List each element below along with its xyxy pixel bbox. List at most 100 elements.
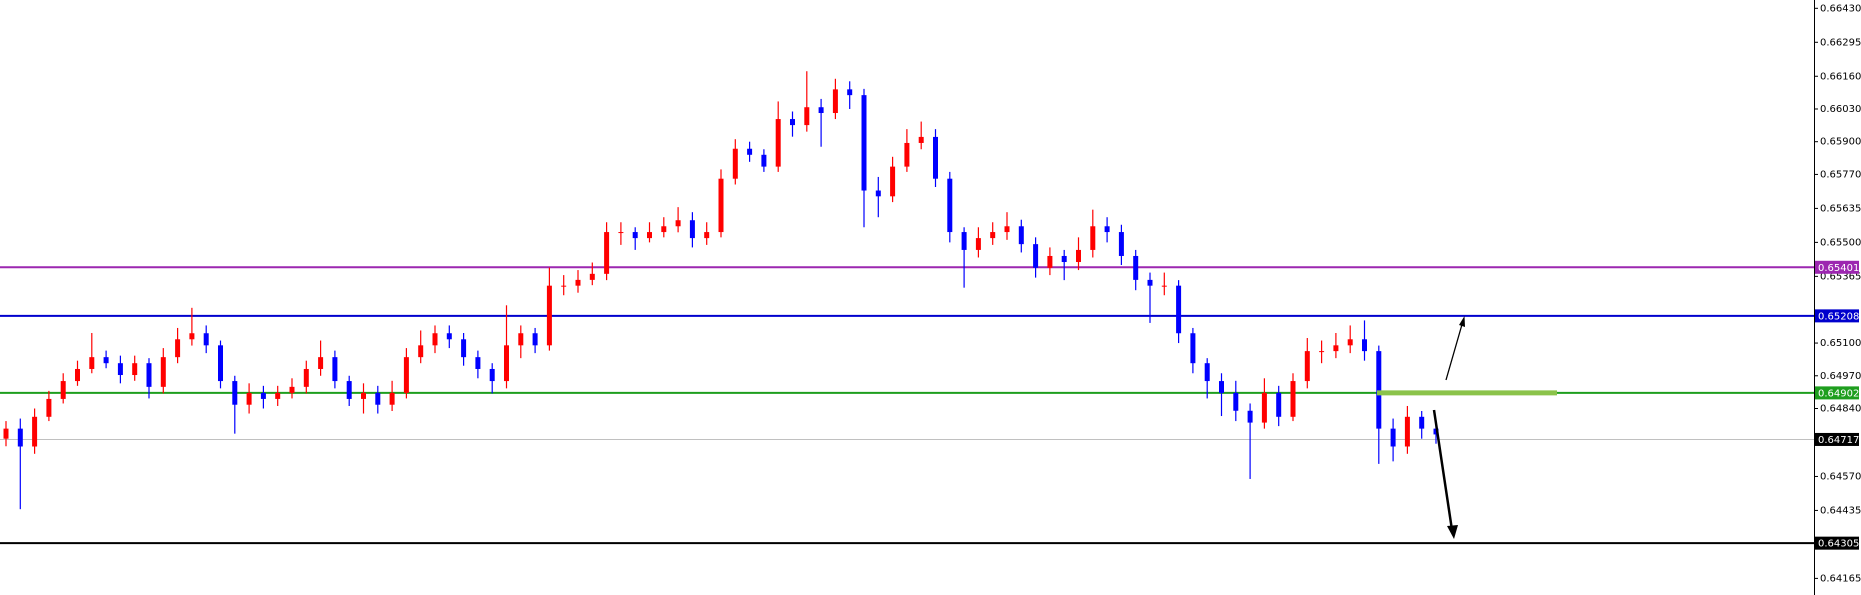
candle-body <box>689 220 695 239</box>
candle-body <box>1304 351 1310 382</box>
candle-body <box>1376 351 1382 429</box>
candle-body <box>75 368 80 382</box>
candle-body <box>1018 226 1024 245</box>
annotations <box>1377 316 1557 539</box>
candle-body <box>375 392 381 405</box>
y-tick-label: 0.66430 <box>1820 3 1861 14</box>
candle-body <box>1204 363 1210 382</box>
candle-body <box>1176 285 1182 334</box>
candle-body <box>618 232 624 234</box>
candle-body <box>218 345 223 382</box>
candle-body <box>532 333 538 346</box>
y-tick-label: 0.66160 <box>1820 71 1861 82</box>
level-label-box <box>1815 386 1859 400</box>
y-tick-label: 0.66295 <box>1820 37 1861 48</box>
level-label: 0.65208 <box>1818 311 1859 322</box>
down-arrow <box>1432 409 1454 531</box>
candle-body <box>1247 410 1253 423</box>
candle-body <box>203 333 209 346</box>
up-arrowhead <box>1459 316 1465 327</box>
y-tick-label: 0.65365 <box>1820 271 1861 282</box>
candle-body <box>3 428 9 439</box>
candle-body <box>189 333 195 340</box>
candle-body <box>117 363 123 376</box>
candle-body <box>260 392 266 399</box>
candle-body <box>418 345 424 358</box>
level-label: 0.65401 <box>1818 263 1859 274</box>
candle-body <box>160 357 166 387</box>
candle-body <box>647 232 652 239</box>
y-tick-label: 0.64165 <box>1820 573 1861 584</box>
candle-body <box>1261 392 1267 423</box>
candle-body <box>461 339 467 358</box>
candle-body <box>432 333 438 346</box>
candle-body <box>1390 428 1396 447</box>
candle-body <box>60 381 66 399</box>
candle-body <box>346 381 352 399</box>
candle-body <box>1033 244 1039 268</box>
candle-body <box>1104 226 1110 233</box>
candle-body <box>1290 381 1296 417</box>
y-tick-label: 0.65770 <box>1820 169 1861 180</box>
level-label-box <box>1815 536 1859 550</box>
candle-body <box>318 357 324 369</box>
candle-body <box>1233 392 1239 411</box>
candle-body <box>1004 226 1010 233</box>
candle-body <box>761 154 767 167</box>
price-axis: 0.66430 0.66295 0.66160 0.66030 0.65900 0.657… <box>1814 3 1861 584</box>
y-tick-label: 0.65500 <box>1820 237 1861 248</box>
level-label: 0.64902 <box>1818 388 1859 399</box>
candle-body <box>804 107 810 126</box>
y-tick-label: 0.65635 <box>1820 203 1861 214</box>
candle-body <box>389 392 395 405</box>
y-tick-label: 0.64970 <box>1820 371 1861 382</box>
down-arrowhead <box>1447 525 1458 539</box>
up-arrow <box>1445 320 1464 381</box>
candle-body <box>561 285 567 287</box>
candle-body <box>132 363 138 376</box>
candle-body <box>475 357 481 369</box>
candle-body <box>246 392 252 405</box>
level-label-box <box>1815 309 1859 323</box>
candle-body <box>589 273 595 280</box>
candle-body <box>890 166 896 197</box>
candle-body <box>46 398 52 417</box>
candle-body <box>904 142 910 167</box>
candle-body <box>332 357 338 382</box>
candle-body <box>289 386 295 393</box>
candle-body <box>403 357 409 393</box>
candle-body <box>504 345 509 382</box>
candle-body <box>718 178 724 233</box>
candle-body <box>303 368 309 387</box>
candle-body <box>1319 351 1325 353</box>
candle-body <box>1347 339 1353 346</box>
y-tick-label: 0.65100 <box>1820 338 1861 349</box>
y-tick-label: 0.66030 <box>1820 104 1861 115</box>
candle-body <box>575 279 581 286</box>
candle-body <box>17 428 23 447</box>
candle-body <box>875 190 881 197</box>
candle-body <box>818 107 824 114</box>
candle-body <box>1419 416 1425 429</box>
candle-body <box>1047 255 1053 268</box>
candle-body <box>89 357 95 369</box>
y-tick-label: 0.64435 <box>1820 505 1861 516</box>
candle-body <box>604 232 610 274</box>
candle-body <box>1076 249 1081 263</box>
candles <box>3 71 1439 510</box>
candle-body <box>1133 255 1139 280</box>
candle-body <box>1404 416 1410 447</box>
candle-body <box>175 339 181 358</box>
candle-body <box>275 392 281 399</box>
y-tick-label: 0.64840 <box>1820 403 1861 414</box>
candle-body <box>832 89 838 114</box>
candle-body <box>933 136 938 179</box>
level-label-box <box>1815 432 1859 446</box>
candle-body <box>947 178 953 233</box>
candle-body <box>361 392 366 399</box>
candle-body <box>990 232 996 239</box>
y-tick-label: 0.65900 <box>1820 137 1861 148</box>
candle-body <box>32 416 38 447</box>
